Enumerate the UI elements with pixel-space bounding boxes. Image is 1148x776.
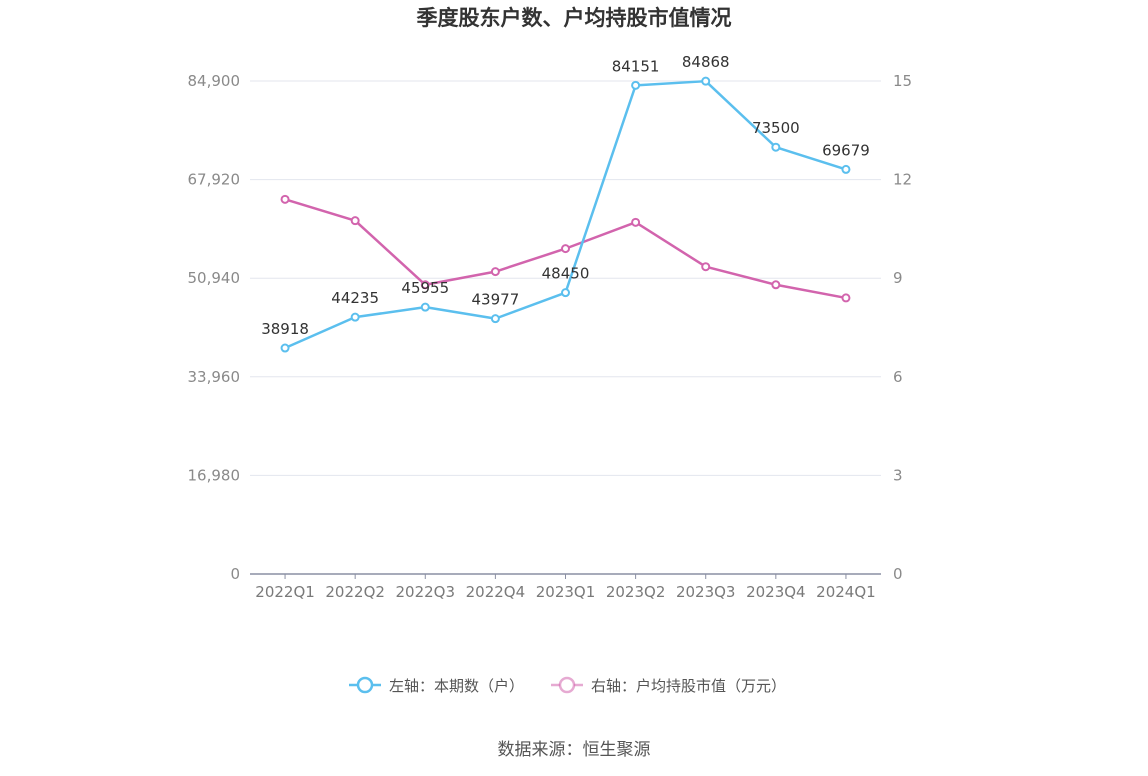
data-point[interactable]	[631, 217, 641, 227]
left-tick-label: 16,980	[188, 466, 241, 484]
data-label: 38918	[261, 320, 309, 338]
x-tick-label: 2022Q1	[255, 583, 315, 601]
x-tick-label: 2023Q1	[536, 583, 596, 601]
x-tick-label: 2022Q2	[325, 583, 385, 601]
data-label: 73500	[752, 119, 800, 137]
legend-marker	[356, 676, 374, 694]
data-point[interactable]	[350, 312, 360, 322]
x-tick-label: 2022Q3	[396, 583, 456, 601]
data-point[interactable]	[771, 280, 781, 290]
left-tick-label: 67,920	[188, 171, 241, 189]
data-point[interactable]	[280, 343, 290, 353]
series-holders: 38918 44235 45955 43977 48450 84151 84868 73500…	[261, 53, 870, 353]
legend[interactable]: 左轴：本期数（户） 右轴：户均持股市值（万元）	[349, 676, 786, 695]
data-label: 44235	[331, 289, 379, 307]
data-point[interactable]	[490, 267, 500, 277]
data-point[interactable]	[701, 262, 711, 272]
data-point[interactable]	[420, 302, 430, 312]
legend-marker	[558, 676, 576, 694]
legend-label: 左轴：本期数（户）	[389, 677, 524, 695]
chart-title: 季度股东户数、户均持股市值情况	[417, 6, 732, 30]
right-tick-label: 3	[893, 466, 903, 484]
data-label: 84151	[612, 57, 660, 75]
data-label: 45955	[401, 279, 449, 297]
data-point[interactable]	[701, 76, 711, 86]
data-point[interactable]	[490, 314, 500, 324]
x-tick-label: 2023Q3	[676, 583, 736, 601]
x-tick-label: 2023Q4	[746, 583, 806, 601]
data-point[interactable]	[561, 244, 570, 254]
data-point[interactable]	[350, 216, 360, 226]
data-label: 48450	[542, 265, 590, 283]
right-tick-label: 15	[893, 72, 912, 90]
source-note: 数据来源：恒生聚源	[498, 740, 651, 760]
right-tick-label: 9	[893, 269, 903, 287]
data-label: 84868	[682, 53, 730, 71]
left-tick-label: 0	[230, 565, 240, 583]
data-label: 69679	[822, 141, 870, 159]
x-tick-label: 2022Q4	[466, 583, 526, 601]
x-tick-label: 2024Q1	[816, 583, 876, 601]
left-tick-label: 50,940	[188, 269, 241, 287]
data-point[interactable]	[771, 142, 781, 152]
data-point[interactable]	[420, 280, 430, 290]
legend-label: 右轴：户均持股市值（万元）	[591, 677, 786, 695]
data-point[interactable]	[280, 194, 290, 204]
left-tick-label: 33,960	[188, 368, 241, 386]
legend-item-avg-value[interactable]: 右轴：户均持股市值（万元）	[551, 676, 786, 695]
series-avg-value	[280, 194, 851, 303]
data-point[interactable]	[841, 293, 851, 303]
left-tick-label: 84,900	[188, 72, 241, 90]
data-point[interactable]	[631, 80, 641, 90]
right-tick-label: 6	[893, 368, 903, 386]
legend-item-holders[interactable]: 左轴：本期数（户）	[349, 676, 524, 695]
right-axis-ticks: 0 3 6 9 12 15	[893, 72, 912, 583]
series-layer: 38918 44235 45955 43977 48450 84151 84868 73500…	[261, 53, 870, 353]
x-axis-ticks: 2022Q1 2022Q2 2022Q3 2022Q4 2023Q1 2023Q2 2023…	[255, 574, 876, 601]
right-tick-label: 12	[893, 171, 912, 189]
grid	[250, 80, 881, 476]
data-point[interactable]	[561, 288, 570, 298]
left-axis-ticks: 0 16,980 33,960 50,940 67,920 84,900	[188, 72, 241, 583]
data-label: 43977	[472, 291, 520, 309]
x-tick-label: 2023Q2	[606, 583, 666, 601]
data-point[interactable]	[841, 164, 851, 174]
right-tick-label: 0	[893, 565, 903, 583]
